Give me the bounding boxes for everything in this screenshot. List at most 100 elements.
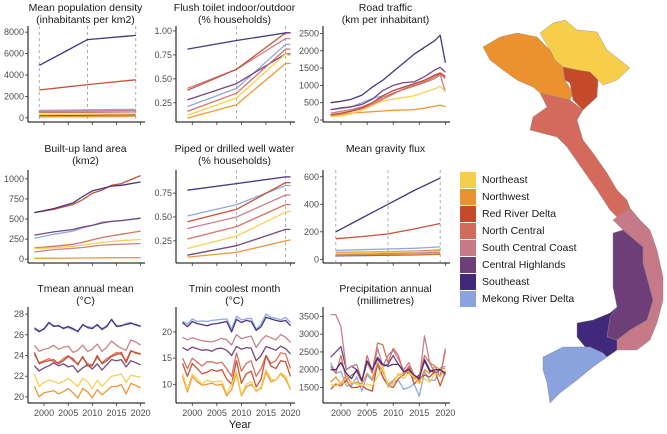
series-line-southeast	[187, 32, 291, 50]
legend-item-south-central-coast: South Central Coast	[460, 239, 577, 256]
series-line-northwest	[330, 361, 446, 385]
series-line-northwest	[34, 256, 141, 260]
series-line-red-river-delta	[181, 354, 292, 388]
series-line-northwest	[187, 62, 291, 119]
series-line-northeast	[330, 365, 446, 389]
panel-subtitle: (°C)	[225, 295, 244, 307]
panel-subtitle: (km per inhabitant)	[342, 14, 430, 26]
series-line-northeast	[335, 250, 441, 254]
series-line-southeast	[335, 177, 441, 233]
y-tick-label: 0	[314, 115, 319, 125]
series-line-mekong-river-delta	[39, 108, 136, 112]
series-line-south-central-coast	[335, 251, 441, 256]
series-line-central-highlands	[187, 53, 291, 101]
series-line-red-river-delta	[34, 174, 141, 214]
legend-item-mekong-river-delta: Mekong River Delta	[460, 290, 577, 307]
y-tick-label: 4000	[4, 70, 24, 80]
y-tick-label: 0.50	[154, 212, 172, 222]
series-line-south-central-coast	[34, 242, 141, 253]
legend-swatch	[460, 171, 476, 188]
panel-title: Tmean annual mean	[37, 283, 133, 295]
y-tick-label: 2500	[299, 28, 319, 38]
y-tick-label: 2000	[4, 91, 24, 101]
series-line-northwest	[33, 382, 141, 399]
y-tick-label: 0.25	[154, 98, 172, 108]
series-line-north-central	[34, 230, 141, 249]
legend-label: South Central Coast	[482, 241, 577, 254]
map-region-southeast	[576, 306, 618, 358]
panel-title: Mean population density	[29, 2, 144, 14]
series-line-south-central-coast	[187, 37, 291, 90]
y-tick-label: 24	[14, 351, 24, 361]
panel-title: Mean gravity flux	[346, 143, 426, 155]
y-tick-label: 0.75	[154, 188, 172, 198]
series-line-northwest	[335, 253, 441, 256]
panel-tmin-coolest-month: Tmin coolest month(°C) 10 15 20 2000 2005 2010…	[162, 283, 301, 418]
series-line-mekong-river-delta	[34, 217, 141, 239]
panel-subtitle: (inhabitants per km2)	[36, 14, 135, 26]
y-tick-label: 0	[314, 254, 319, 264]
y-tick-label: 500	[9, 214, 24, 224]
series-line-red-river-delta	[187, 181, 291, 223]
series-line-mekong-river-delta	[182, 313, 291, 330]
series-line-south-central-coast	[182, 333, 291, 349]
x-tick-label: 2000	[34, 408, 54, 418]
x-tick-label: 2015	[256, 408, 276, 418]
y-tick-label: 500	[304, 98, 319, 108]
panel-title: Tmin coolest month	[189, 283, 281, 295]
series-line-northwest	[187, 239, 291, 258]
y-tick-label: 0.75	[154, 50, 172, 60]
panel-precipitation-annual: Precipitation annual(millimetres) 1500 200…	[299, 283, 455, 418]
legend-label: Red River Delta	[482, 207, 557, 220]
legend-label: Northeast	[482, 173, 528, 186]
y-tick-label: 3000	[299, 329, 319, 339]
y-tick-label: 0	[19, 254, 24, 264]
x-tick-label: 2010	[231, 408, 251, 418]
series-line-mekong-river-delta	[187, 184, 291, 217]
map-region-northeast	[539, 19, 631, 86]
y-tick-label: 750	[9, 194, 24, 204]
x-tick-label: 2000	[331, 408, 351, 418]
y-tick-label: 1.00	[154, 26, 172, 36]
y-tick-label: 2000	[299, 46, 319, 56]
legend-swatch	[460, 290, 476, 307]
series-line-southeast	[34, 181, 141, 214]
series-line-central-highlands	[34, 217, 141, 236]
panel-built-up-land-area: Built-up land area(km2) 0 250 500 750 1000	[4, 143, 145, 266]
y-tick-label: 400	[304, 199, 319, 209]
panel-mean-gravity-flux: Mean gravity flux 0 200 400 600	[304, 143, 450, 266]
y-tick-label: 6000	[4, 49, 24, 59]
legend-label: Central Highlands	[482, 258, 566, 271]
series-line-northeast	[187, 53, 291, 116]
series-line-north-central	[187, 203, 291, 240]
panel-flush-toilet-indoor-outdoor: Flush toilet indoor/outdoor(% households…	[154, 2, 296, 125]
series-line-north-central	[187, 48, 291, 113]
series-line-red-river-delta	[39, 79, 136, 91]
small-multiples-chart: Mean population density(inhabitants per …	[4, 2, 455, 431]
series-line-north-central	[39, 111, 136, 114]
y-tick-label: 200	[304, 227, 319, 237]
series-line-southeast	[330, 34, 447, 104]
y-tick-label: 20	[162, 327, 172, 337]
series-line-central-highlands	[182, 345, 291, 362]
y-tick-label: 22	[14, 371, 24, 381]
panel-title: Road traffic	[359, 2, 413, 14]
legend-label: Mekong River Delta	[482, 292, 575, 305]
legend-label: Southeast	[482, 275, 530, 288]
map-region-mekong-river-delta	[542, 346, 608, 404]
map-region-central-highlands	[606, 229, 654, 341]
panel-title: Flush toilet indoor/outdoor	[174, 2, 296, 14]
series-line-mekong-river-delta	[335, 246, 441, 252]
y-tick-label: 26	[14, 330, 24, 340]
map-region-south-central-coast	[612, 207, 664, 351]
map-region-northwest	[482, 32, 574, 101]
panel-subtitle: (% households)	[198, 14, 271, 26]
series-line-southeast	[38, 34, 136, 66]
x-tick-label: 2010	[383, 408, 403, 418]
series-line-south-central-coast	[330, 313, 447, 382]
series-line-northwest	[330, 104, 446, 118]
panel-subtitle: (millimetres)	[357, 295, 414, 307]
x-tick-label: 2005	[58, 408, 78, 418]
x-tick-label: 2015	[106, 408, 126, 418]
series-line-red-river-delta	[335, 222, 441, 240]
